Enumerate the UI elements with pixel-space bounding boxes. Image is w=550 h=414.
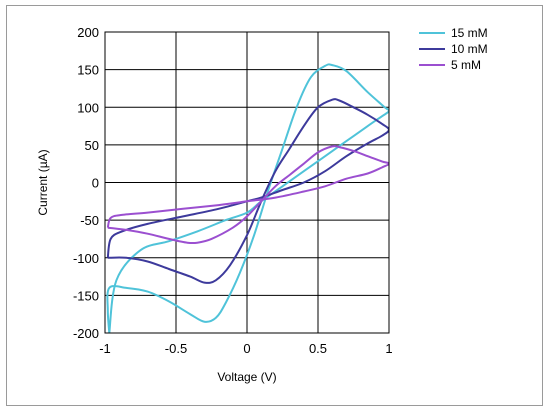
y-tick-label: 200 bbox=[77, 25, 99, 40]
y-tick-label: 150 bbox=[77, 63, 99, 78]
legend-label: 10 mM bbox=[451, 42, 488, 56]
legend-label: 5 mM bbox=[451, 58, 481, 72]
x-axis-title: Voltage (V) bbox=[217, 370, 276, 384]
y-tick-labels: -200 -150 -100 -50 0 50 100 150 200 bbox=[73, 25, 99, 341]
y-tick-label: -150 bbox=[73, 288, 99, 303]
series-line-15-mm bbox=[106, 63, 389, 333]
y-tick-label: 0 bbox=[92, 176, 99, 191]
series-layer bbox=[106, 63, 389, 333]
x-tick-label: 0 bbox=[243, 341, 250, 356]
x-tick-label: -1 bbox=[99, 341, 111, 356]
grid-lines bbox=[104, 31, 390, 334]
y-tick-label: 100 bbox=[77, 100, 99, 115]
y-tick-label: 50 bbox=[85, 138, 99, 153]
legend-label: 15 mM bbox=[451, 26, 488, 40]
x-tick-labels: -1 -0.5 0 0.5 1 bbox=[99, 341, 392, 356]
x-tick-label: 1 bbox=[385, 341, 392, 356]
x-tick-label: -0.5 bbox=[165, 341, 187, 356]
y-tick-label: -50 bbox=[80, 213, 99, 228]
x-tick-label: 0.5 bbox=[309, 341, 327, 356]
plot-area-border bbox=[104, 31, 390, 334]
cyclic-voltammogram-chart: -1 -0.5 0 0.5 1 -200-150-100-50050100150200 … bbox=[36, 25, 488, 384]
y-tick-label: -200 bbox=[73, 326, 99, 341]
chart-frame: -1 -0.5 0 0.5 1 -200 -150 -100 -50 0 50 100 150 200 … bbox=[6, 5, 543, 406]
series-line-5-mm bbox=[106, 145, 389, 245]
y-axis-title: Current (µA) bbox=[36, 149, 50, 215]
series-line-10-mm bbox=[106, 98, 389, 284]
legend: 15 mM 10 mM 5 mM bbox=[419, 26, 488, 72]
y-tick-label: -100 bbox=[73, 251, 99, 266]
